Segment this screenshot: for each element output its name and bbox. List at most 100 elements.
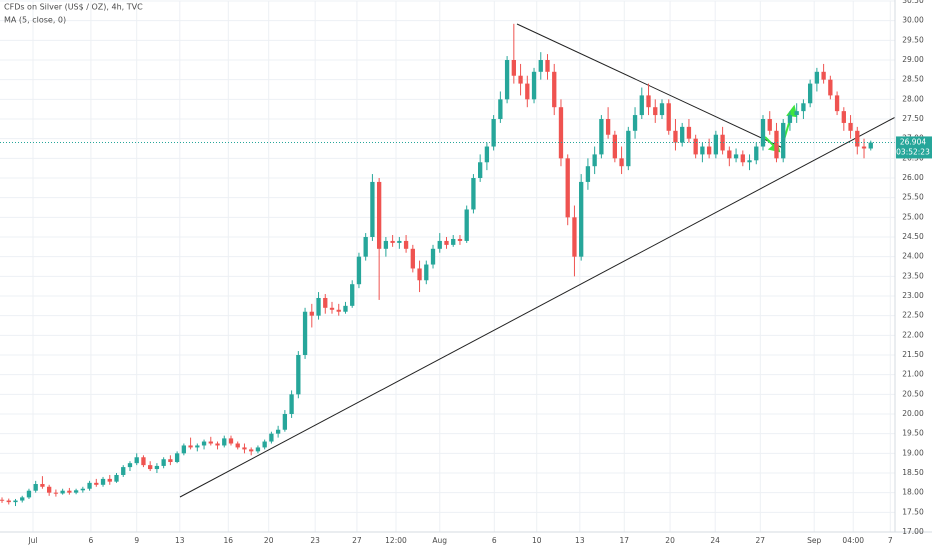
candle-body (262, 441, 267, 448)
candle-body (828, 79, 833, 96)
x-tick-label: 7 (888, 536, 893, 545)
x-tick-label: Aug (432, 536, 447, 545)
candle-body (275, 429, 281, 434)
plot-area (0, 23, 895, 507)
candle-body (814, 71, 820, 84)
candle-body (249, 449, 254, 452)
y-tick-label: 22.50 (902, 311, 924, 320)
candle-body (700, 146, 705, 155)
candle-body (188, 445, 193, 448)
candle-body (437, 240, 442, 249)
candle-body (659, 103, 665, 116)
candle-body (821, 71, 826, 80)
y-tick-label: 28.00 (902, 94, 924, 103)
candle-body (242, 447, 247, 450)
candle-body (585, 166, 591, 182)
candle-body (760, 119, 766, 147)
candle-body (552, 71, 557, 108)
candle-body (720, 134, 725, 151)
y-tick-label: 19.50 (902, 429, 924, 438)
candle-body (195, 445, 200, 448)
candle-body (370, 181, 375, 237)
y-tick-label: 17.50 (902, 507, 924, 516)
candle-body (774, 130, 779, 159)
candle-body (451, 238, 456, 245)
candle-body (464, 209, 469, 241)
candle-body (269, 433, 274, 442)
candle-body (619, 158, 624, 167)
y-tick-label: 21.00 (902, 370, 924, 379)
candle-body (754, 146, 759, 161)
candle-body (181, 445, 187, 454)
candle-body (289, 394, 294, 414)
candle-body (6, 500, 11, 503)
candle-body (632, 115, 638, 131)
candle-body (60, 490, 65, 494)
candle-body (47, 486, 52, 493)
y-tick-label: 27.50 (902, 114, 924, 123)
candle-body (841, 111, 846, 123)
candle-body (80, 488, 85, 491)
candle-body (781, 122, 786, 159)
x-tick-label: 24 (710, 536, 720, 545)
candle-body (316, 297, 321, 316)
candle-body (807, 83, 813, 104)
candle-body (100, 478, 106, 485)
y-tick-label: 30.50 (902, 0, 924, 5)
x-tick-label: 16 (224, 536, 234, 545)
candle-body (747, 160, 752, 163)
candle-body (653, 107, 658, 116)
candle-body (53, 492, 59, 494)
candle-body (343, 305, 348, 312)
y-tick-label: 28.50 (902, 75, 924, 84)
y-tick-label: 24.50 (902, 232, 924, 241)
x-tick-label: Sep (807, 536, 821, 545)
candle-body (168, 459, 173, 462)
candle-body (767, 119, 772, 131)
candle-body (208, 441, 213, 444)
candle-body (579, 181, 584, 257)
candle-body (201, 441, 207, 446)
candle-body (545, 60, 550, 72)
candle-body (626, 130, 631, 167)
y-tick-label: 18.50 (902, 468, 924, 477)
y-tick-label: 26.00 (902, 173, 924, 182)
candle-body (680, 126, 685, 143)
candle-body (410, 248, 415, 269)
candle-body (350, 284, 355, 306)
candle-body (363, 237, 368, 257)
candle-body (444, 240, 449, 245)
y-tick-label: 17.00 (902, 527, 924, 536)
candle-body (174, 453, 180, 462)
y-tick-label: 21.50 (902, 350, 924, 359)
candle-body (148, 465, 153, 470)
candle-body (0, 499, 5, 501)
candle-body (531, 71, 537, 100)
candle-body (67, 490, 72, 493)
x-tick-label: 12:00 (385, 536, 407, 545)
countdown-label: 03:52:23 (896, 147, 930, 156)
candle-body (20, 497, 25, 501)
x-tick-label: 13 (575, 536, 585, 545)
candle-body (706, 146, 712, 155)
support-trend-line (179, 116, 895, 498)
resistance-trend-line (516, 23, 784, 149)
candle-body (565, 158, 570, 218)
x-tick-label: 23 (310, 536, 320, 545)
x-tick-label: 27 (352, 536, 362, 545)
candle-body (713, 134, 719, 155)
candle-body (491, 119, 496, 147)
candle-body (323, 297, 328, 308)
candle-body (457, 238, 463, 241)
candle-body (215, 443, 220, 446)
y-tick-label: 25.00 (902, 212, 924, 221)
candle-body (861, 146, 867, 149)
candle-body (397, 240, 402, 243)
candle-body (525, 83, 530, 100)
y-tick-label: 25.50 (902, 193, 924, 202)
candle-body (134, 457, 139, 464)
candle-body (478, 162, 483, 178)
candle-body (376, 181, 382, 249)
candle-body (228, 438, 234, 444)
